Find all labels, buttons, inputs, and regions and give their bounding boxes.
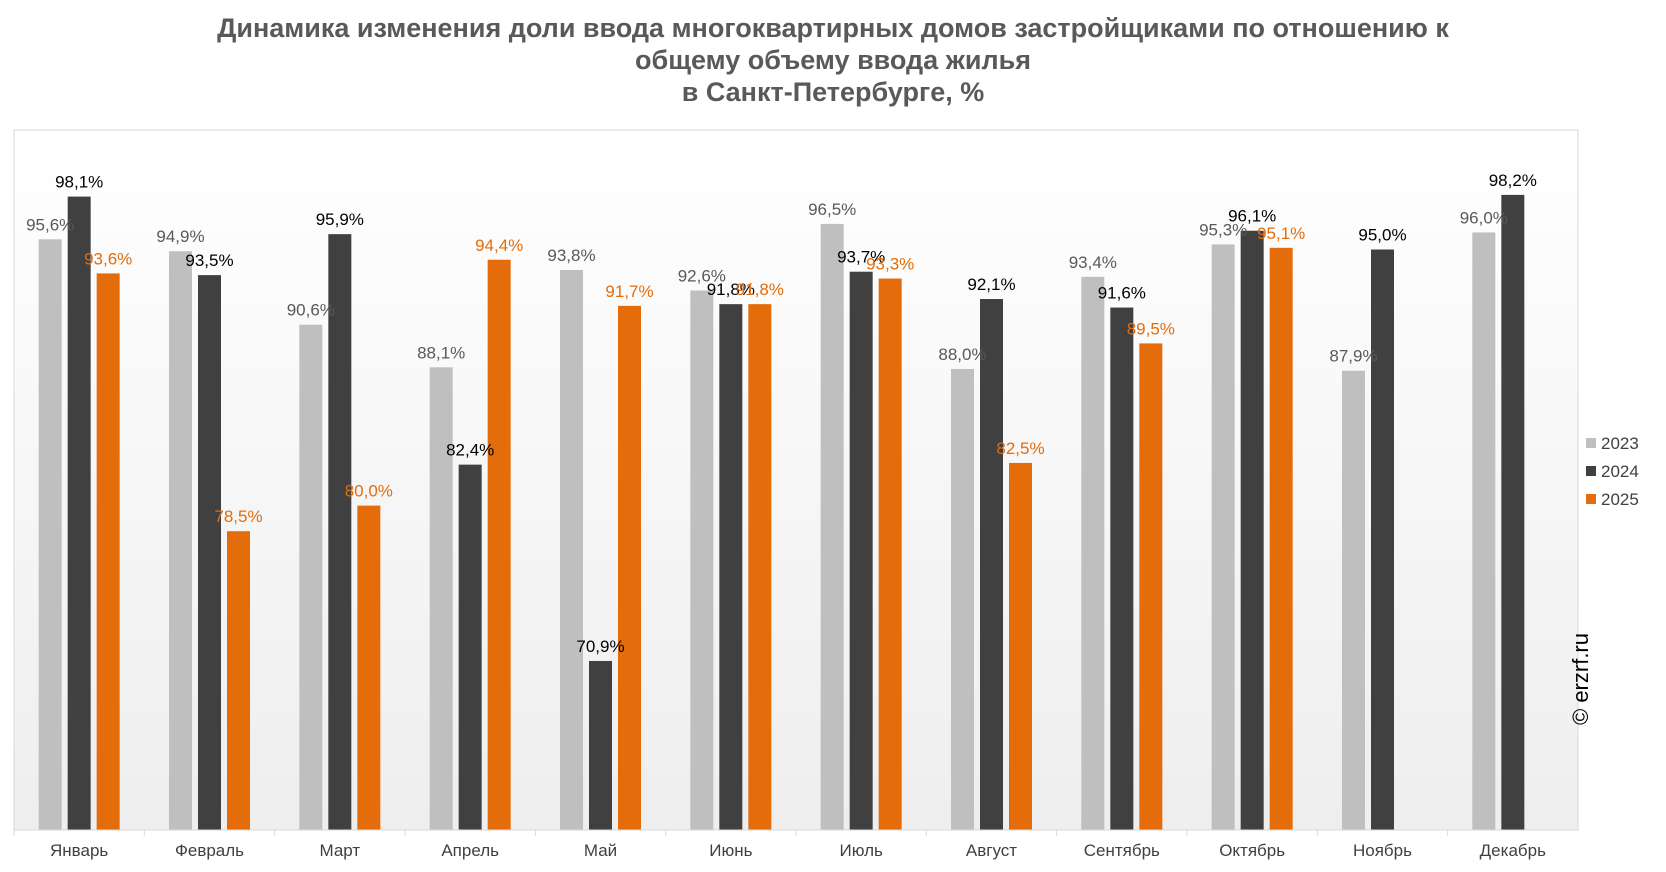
x-tick-label: Март (319, 841, 360, 860)
bar-2025 (96, 273, 120, 830)
data-label-2024: 95,9% (316, 210, 364, 229)
x-tick-label: Январь (50, 841, 108, 860)
data-label-2024: 82,4% (446, 441, 494, 460)
bar-2023 (169, 251, 192, 831)
data-label-2023: 94,9% (156, 227, 204, 246)
data-label-2025: 91,7% (605, 282, 653, 301)
bar-2023 (1081, 276, 1105, 831)
data-label-2025: 82,5% (996, 439, 1044, 458)
legend-label-2025: 2025 (1601, 490, 1639, 509)
bar-2023 (1342, 370, 1365, 830)
title-line-2: общему объему ввода жилья (635, 45, 1031, 75)
legend-swatch-2023 (1586, 438, 1596, 448)
data-label-2024: 70,9% (576, 637, 624, 656)
data-label-2025: 93,3% (866, 255, 914, 274)
bar-2025 (487, 259, 511, 830)
bar-2024 (198, 275, 221, 830)
legend-label-2023: 2023 (1601, 434, 1639, 453)
bar-2023 (38, 239, 62, 830)
legend-label-2024: 2024 (1601, 462, 1639, 481)
data-label-2023: 96,0% (1460, 208, 1508, 227)
data-label-2025: 78,5% (214, 507, 262, 526)
data-label-2023: 95,6% (26, 215, 74, 234)
bar-2024 (458, 464, 482, 830)
x-tick-label: Май (584, 841, 617, 860)
watermark: © erzrf.ru (1568, 633, 1593, 725)
bar-2024 (1371, 249, 1394, 830)
data-label-2024: 98,2% (1489, 171, 1537, 190)
chart-title: Динамика изменения доли ввода многокварт… (0, 12, 1666, 108)
x-tick-label: Ноябрь (1353, 841, 1412, 860)
bar-2023 (299, 324, 323, 830)
data-label-2024: 96,1% (1228, 207, 1276, 226)
data-label-2024: 93,7% (837, 248, 885, 267)
bar-2023 (560, 270, 583, 830)
bar-2025 (227, 531, 250, 830)
data-label-2025: 93,6% (84, 249, 132, 268)
bar-2024 (980, 299, 1003, 830)
plot-area (13, 129, 1579, 831)
data-label-2025: 95,1% (1257, 224, 1305, 243)
data-label-2025: 89,5% (1127, 319, 1175, 338)
data-label-2023: 87,9% (1329, 347, 1377, 366)
bar-2023 (820, 223, 844, 830)
x-tick-label: Октябрь (1219, 841, 1285, 860)
x-tick-label: Декабрь (1480, 841, 1546, 860)
data-label-2023: 95,3% (1199, 220, 1247, 239)
x-tick-label: Сентябрь (1084, 841, 1160, 860)
bar-2024 (67, 196, 91, 830)
bar-2024 (589, 660, 612, 830)
data-label-2024: 91,8% (707, 280, 755, 299)
legend-swatch-2024 (1586, 466, 1596, 476)
bar-2023 (690, 290, 714, 830)
bar-2024 (849, 271, 873, 831)
bar-2023 (429, 367, 453, 830)
bar-2024 (1501, 194, 1525, 830)
data-label-2024: 98,1% (55, 173, 103, 192)
bar-2025 (1009, 462, 1032, 830)
data-label-2023: 88,1% (417, 343, 465, 362)
data-label-2024: 93,5% (185, 251, 233, 270)
data-label-2023: 93,8% (547, 246, 595, 265)
x-tick-label: Апрель (441, 841, 499, 860)
bar-2023 (1472, 232, 1496, 830)
bar-2025 (618, 305, 641, 831)
bar-2025 (1269, 247, 1293, 830)
data-label-2024: 92,1% (967, 275, 1015, 294)
x-tick-label: Февраль (175, 841, 244, 860)
bar-2024 (719, 304, 743, 830)
bar-2024 (1240, 230, 1264, 831)
legend-swatch-2025 (1586, 494, 1596, 504)
data-label-2024: 91,6% (1098, 284, 1146, 303)
bar-2025 (748, 304, 772, 830)
x-tick-label: Июль (839, 841, 883, 860)
data-label-2023: 92,6% (678, 266, 726, 285)
bar-2024 (1110, 307, 1134, 830)
data-label-2025: 91,8% (736, 280, 784, 299)
x-tick-label: Август (966, 841, 1017, 860)
data-label-2025: 94,4% (475, 236, 523, 255)
data-label-2024: 95,0% (1358, 226, 1406, 245)
data-label-2023: 90,6% (287, 301, 335, 320)
bar-2023 (951, 369, 974, 830)
title-line-1: Динамика изменения доли ввода многокварт… (217, 13, 1449, 43)
title-line-3: в Санкт-Петербурге, % (681, 77, 985, 107)
bar-2025 (357, 505, 381, 830)
x-tick-label: Июнь (709, 841, 752, 860)
data-label-2023: 93,4% (1069, 253, 1117, 272)
bar-2025 (878, 278, 902, 830)
data-label-2025: 80,0% (345, 482, 393, 501)
bar-2024 (328, 234, 352, 830)
legend: 2023 2024 2025 (1586, 434, 1639, 509)
data-label-2023: 88,0% (938, 345, 986, 364)
data-label-2023: 96,5% (808, 200, 856, 219)
bar-2023 (1211, 244, 1235, 830)
bar-2025 (1139, 343, 1163, 830)
